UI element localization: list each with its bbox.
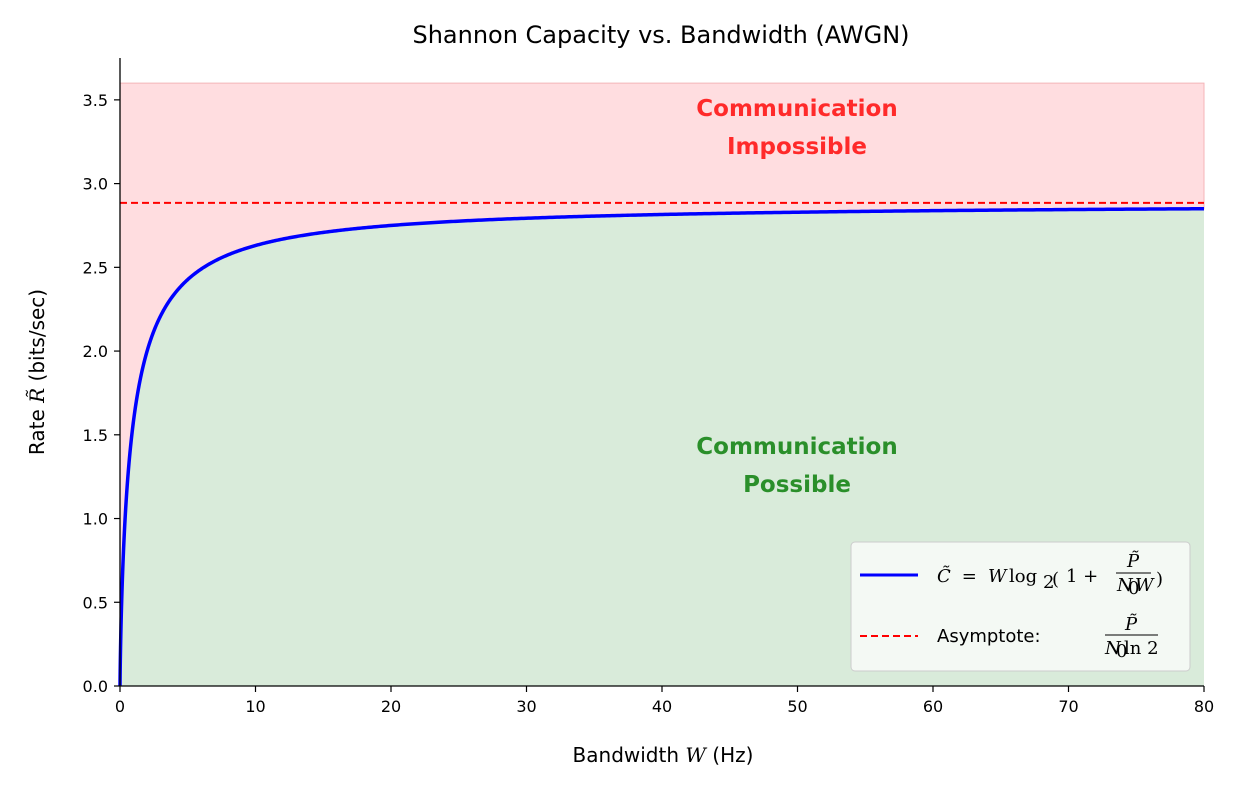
legend-capacity-one: 1 + <box>1066 566 1104 587</box>
x-tick-label: 60 <box>923 697 943 716</box>
x-tick-label: 0 <box>115 697 125 716</box>
legend-capacity-lparen: ( <box>1052 569 1059 590</box>
y-tick-label: 2.5 <box>83 258 108 277</box>
legend-capacity-den-0: 0 <box>1128 578 1139 599</box>
legend-capacity-den-w: W <box>1135 575 1155 596</box>
x-tick-label: 50 <box>787 697 807 716</box>
x-axis-label: Bandwidth W (Hz) <box>573 743 754 767</box>
legend-capacity-den-n: N <box>1116 575 1134 596</box>
y-tick-label: 3.0 <box>83 175 108 194</box>
x-tick-label: 20 <box>381 697 401 716</box>
impossible-label-line1: Communication <box>696 96 897 122</box>
legend-asymptote-label: Asymptote: P̃ N 0 ln 2 <box>937 613 1159 662</box>
y-axis-label: Rate R̃ (bits/sec) <box>25 289 49 455</box>
legend-capacity-base: 2 <box>1043 572 1054 593</box>
legend-capacity-w: W <box>988 566 1008 587</box>
chart-title: Shannon Capacity vs. Bandwidth (AWGN) <box>412 21 909 49</box>
x-tick-label: 70 <box>1058 697 1078 716</box>
possible-label: Communication Possible <box>696 434 897 498</box>
y-tick-label: 2.0 <box>83 342 108 361</box>
y-tick-label: 1.0 <box>83 510 108 529</box>
x-tick-label: 40 <box>652 697 672 716</box>
y-tick-label: 0.5 <box>83 593 108 612</box>
legend-capacity-log: log <box>1009 566 1037 587</box>
plot-lines-layer <box>118 201 1205 688</box>
y-tick-label: 0.0 <box>83 677 108 696</box>
x-tick-label: 80 <box>1194 697 1214 716</box>
x-tick-label: 10 <box>245 697 265 716</box>
impossible-label-line2: Impossible <box>727 134 867 160</box>
legend-capacity-num: P̃ <box>1126 550 1140 572</box>
legend-asymptote-num: P̃ <box>1124 613 1138 635</box>
legend-asymptote-den-0: 0 <box>1116 641 1127 662</box>
impossible-label: Communication Impossible <box>696 96 897 160</box>
x-tick-label: 30 <box>516 697 536 716</box>
legend-capacity-rparen: ) <box>1156 569 1163 590</box>
capacity-curve <box>118 206 1205 688</box>
possible-label-line2: Possible <box>743 472 851 498</box>
legend-capacity-label: C̃ = W log 2 ( 1 + P̃ N 0 W ) <box>937 550 1163 599</box>
legend-asymptote-prefix: Asymptote: <box>937 626 1046 647</box>
legend-box <box>850 541 1191 672</box>
possible-label-line1: Communication <box>696 434 897 460</box>
legend-capacity-eq: = <box>956 566 983 587</box>
legend-capacity-lhs: C̃ <box>937 565 951 587</box>
legend: C̃ = W log 2 ( 1 + P̃ N 0 W ) Asymptote:… <box>850 541 1191 672</box>
y-tick-label: 3.5 <box>83 91 108 110</box>
legend-asymptote-den-ln: ln 2 <box>1124 638 1159 659</box>
y-tick-label: 1.5 <box>83 426 108 445</box>
legend-asymptote-den-n: N <box>1104 638 1122 659</box>
ticks-layer: 0 10 20 30 40 50 60 70 800.00.51.01.52.02.53.03.… <box>83 91 1215 716</box>
